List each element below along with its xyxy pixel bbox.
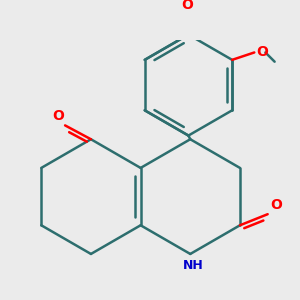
Text: NH: NH [183, 260, 203, 272]
Text: O: O [182, 0, 194, 12]
Text: O: O [256, 44, 268, 58]
Text: O: O [52, 109, 64, 123]
Text: O: O [270, 198, 282, 212]
